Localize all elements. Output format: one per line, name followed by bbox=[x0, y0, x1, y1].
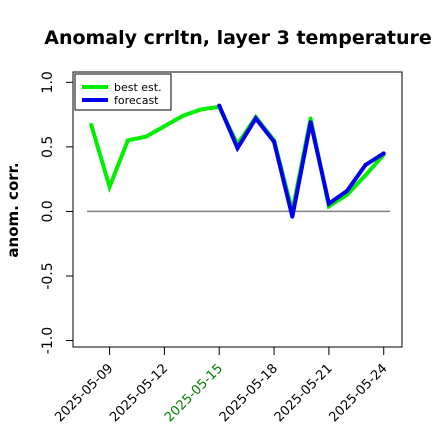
y-tick-label: -1.0 bbox=[40, 327, 56, 354]
data-point-best-est bbox=[308, 116, 313, 121]
y-tick-label: -0.5 bbox=[40, 262, 56, 289]
y-axis-label: anom. corr. bbox=[4, 162, 22, 257]
data-point-best-est bbox=[162, 124, 167, 129]
x-tick-label: 2025-05-15 bbox=[162, 361, 226, 425]
data-point-best-est bbox=[107, 184, 112, 189]
data-point-forecast bbox=[308, 120, 313, 125]
data-point-forecast bbox=[235, 146, 240, 151]
data-point-best-est bbox=[180, 113, 185, 118]
data-point-best-est bbox=[363, 173, 368, 178]
chart-title: Anomaly crrltn, layer 3 temperature bbox=[44, 27, 432, 49]
legend: best est.forecast bbox=[74, 73, 172, 111]
data-point-forecast bbox=[272, 139, 277, 144]
y-tick-label: 0.0 bbox=[40, 200, 56, 222]
data-point-best-est bbox=[125, 138, 130, 143]
data-point-best-est bbox=[89, 122, 94, 127]
data-point-best-est bbox=[198, 107, 203, 112]
legend-entry-label: forecast bbox=[114, 94, 159, 107]
data-point-forecast bbox=[363, 162, 368, 167]
y-tick-label: 0.5 bbox=[40, 136, 56, 158]
chart-marks: -1.0-0.50.00.51.02025-05-092025-05-12202… bbox=[40, 71, 391, 425]
y-tick-label: 1.0 bbox=[40, 71, 56, 93]
legend-box bbox=[74, 73, 172, 111]
data-point-forecast bbox=[290, 214, 295, 219]
x-tick-label: 2025-05-18 bbox=[217, 361, 281, 425]
x-tick-label: 2025-05-21 bbox=[272, 361, 336, 425]
x-tick-label: 2025-05-12 bbox=[107, 361, 171, 425]
legend-entry-label: best est. bbox=[114, 81, 162, 94]
plot-frame bbox=[72, 71, 403, 348]
data-point-forecast bbox=[326, 201, 331, 206]
data-point-forecast bbox=[253, 116, 258, 121]
x-tick-label: 2025-05-09 bbox=[52, 361, 116, 425]
data-point-best-est bbox=[144, 134, 149, 139]
series-line-forecast bbox=[217, 104, 385, 218]
data-point-forecast bbox=[381, 151, 386, 156]
data-point-forecast bbox=[345, 188, 350, 193]
x-tick-label: 2025-05-24 bbox=[327, 361, 391, 425]
data-point-forecast bbox=[217, 103, 222, 108]
